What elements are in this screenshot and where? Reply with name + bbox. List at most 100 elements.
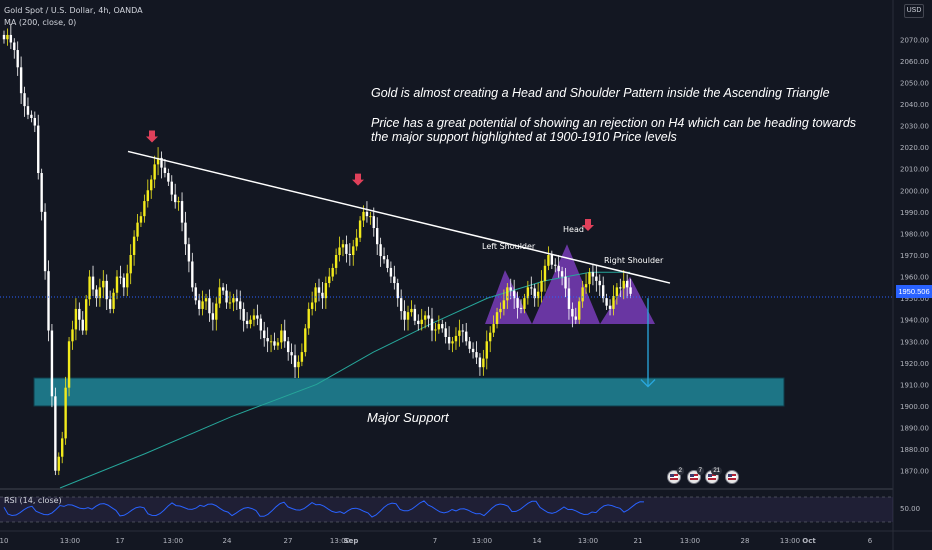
ma-indicator-label[interactable]: MA (200, close, 0)	[4, 18, 77, 27]
candle-body	[266, 338, 269, 342]
candle-body	[571, 308, 574, 317]
candle-body	[482, 358, 485, 368]
time-tick-label: 28	[741, 537, 750, 545]
candle-body	[146, 190, 150, 202]
support-zone	[33, 377, 785, 407]
rsi-band	[0, 497, 893, 522]
event-flag-icon[interactable]: 21	[705, 467, 722, 484]
annotation-potential-2[interactable]: the major support highlighted at 1900-19…	[371, 130, 677, 144]
candle-body	[465, 331, 468, 342]
candle-body	[102, 280, 105, 288]
price-tick-label: 1910.00	[900, 381, 929, 389]
candle-body	[495, 312, 499, 325]
candle-body	[608, 305, 612, 309]
candle-body	[447, 336, 451, 344]
right-shoulder-label[interactable]: Right Shoulder	[604, 256, 664, 265]
candle-body	[595, 276, 598, 281]
head-shoulders-pattern	[485, 244, 655, 325]
candle-body	[23, 93, 26, 107]
candle-body	[396, 283, 399, 299]
event-flag-icon[interactable]: 7	[687, 467, 704, 484]
price-tick-label: 2040.00	[900, 101, 929, 109]
candle-body	[71, 329, 74, 342]
candle-body	[475, 352, 478, 358]
candle-body	[132, 236, 136, 255]
candle-body	[307, 308, 310, 329]
projection-arrow-icon	[640, 379, 656, 388]
price-tick-label: 1890.00	[900, 425, 929, 433]
candle-body	[376, 228, 379, 245]
annotation-pattern[interactable]: Gold is almost creating a Head and Shoul…	[371, 86, 830, 100]
major-support-label[interactable]: Major Support	[367, 410, 449, 425]
annotation-potential-1[interactable]: Price has a great potential of showing a…	[371, 116, 857, 130]
candle-body	[622, 280, 625, 289]
candle-body	[16, 50, 19, 68]
event-flag-icon[interactable]	[725, 470, 739, 484]
candle-body	[37, 125, 40, 174]
candle-body	[194, 287, 197, 301]
candle-body	[228, 302, 232, 304]
time-tick-label: 7	[433, 537, 437, 545]
candle-body	[91, 276, 95, 290]
time-tick-label: 17	[116, 537, 125, 545]
candle-body	[187, 244, 191, 262]
descending-trendline	[127, 150, 671, 284]
candle-body	[399, 298, 403, 312]
candle-body	[413, 308, 417, 321]
candle-body	[221, 287, 225, 291]
candle-body	[78, 308, 81, 320]
candle-body	[550, 255, 554, 265]
time-tick-label: 6	[868, 537, 873, 545]
candle-body	[581, 287, 584, 302]
candle-body	[523, 298, 526, 309]
candle-body	[280, 330, 283, 343]
candle-body	[365, 211, 369, 217]
candle-body	[67, 341, 71, 388]
candle-body	[184, 222, 187, 245]
time-tick-label: 13:00	[330, 537, 350, 545]
event-flag-icon[interactable]: 2	[667, 467, 684, 484]
candle-body	[382, 256, 386, 260]
candle-body	[50, 330, 54, 397]
currency-button[interactable]: USD	[904, 4, 924, 18]
candle-body	[554, 264, 557, 266]
candle-body	[252, 315, 256, 320]
down-arrow-icon	[146, 130, 158, 143]
candle-body	[410, 308, 413, 313]
price-tick-label: 1980.00	[900, 230, 929, 238]
symbol-title[interactable]: Gold Spot / U.S. Dollar, 4h, OANDA	[4, 6, 143, 15]
candle-body	[362, 211, 365, 221]
candle-body	[434, 329, 437, 331]
candle-body	[259, 318, 262, 331]
time-tick-label: 13:00	[578, 537, 598, 545]
candle-body	[74, 308, 78, 330]
candle-body	[403, 311, 406, 320]
candle-body	[30, 114, 33, 119]
candle-body	[478, 357, 482, 368]
candle-body	[584, 284, 588, 288]
price-tick-label: 2010.00	[900, 166, 929, 174]
candle-body	[430, 318, 434, 331]
candle-body	[150, 179, 153, 191]
head-label[interactable]: Head	[563, 225, 584, 234]
down-arrow-icon	[352, 173, 364, 186]
candle-body	[84, 299, 88, 331]
candle-body	[441, 324, 444, 329]
candle-body	[516, 298, 519, 308]
candle-body	[334, 255, 338, 268]
candle-body	[348, 253, 352, 255]
price-tick-label: 1990.00	[900, 209, 929, 217]
left-shoulder-label[interactable]: Left Shoulder	[482, 242, 536, 251]
candle-body	[88, 276, 91, 300]
candle-body	[574, 316, 577, 320]
candle-body	[499, 308, 502, 313]
candle-body	[328, 276, 331, 284]
candle-body	[61, 438, 64, 457]
candle-body	[269, 341, 273, 343]
candle-body	[105, 280, 108, 300]
rsi-indicator-label[interactable]: RSI (14, close)	[4, 496, 62, 505]
candle-body	[242, 308, 245, 321]
candle-body	[19, 67, 23, 94]
candle-body	[160, 157, 163, 168]
